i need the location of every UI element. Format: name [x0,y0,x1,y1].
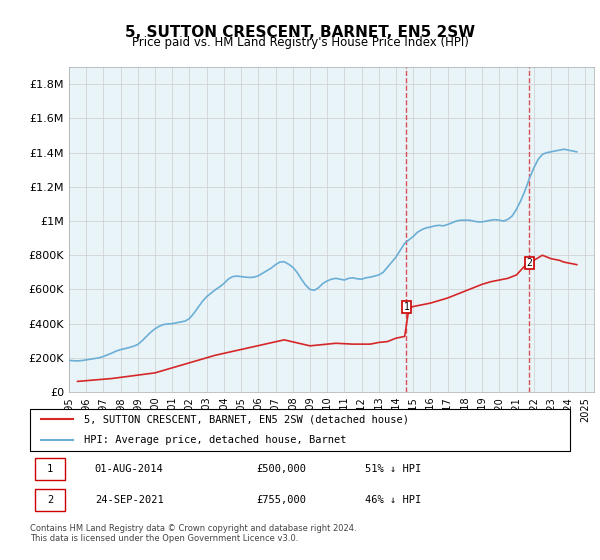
FancyBboxPatch shape [35,489,65,511]
Text: 01-AUG-2014: 01-AUG-2014 [95,464,164,474]
FancyBboxPatch shape [30,409,570,451]
FancyBboxPatch shape [402,301,410,312]
Text: HPI: Average price, detached house, Barnet: HPI: Average price, detached house, Barn… [84,435,347,445]
Text: £755,000: £755,000 [257,495,307,505]
Text: 46% ↓ HPI: 46% ↓ HPI [365,495,421,505]
Text: 5, SUTTON CRESCENT, BARNET, EN5 2SW: 5, SUTTON CRESCENT, BARNET, EN5 2SW [125,25,475,40]
Text: 2: 2 [47,495,53,505]
Text: Contains HM Land Registry data © Crown copyright and database right 2024.
This d: Contains HM Land Registry data © Crown c… [30,524,356,543]
Text: 1: 1 [47,464,53,474]
Text: Price paid vs. HM Land Registry's House Price Index (HPI): Price paid vs. HM Land Registry's House … [131,36,469,49]
FancyBboxPatch shape [35,458,65,480]
FancyBboxPatch shape [525,257,534,269]
Text: 1: 1 [403,301,409,311]
Text: 5, SUTTON CRESCENT, BARNET, EN5 2SW (detached house): 5, SUTTON CRESCENT, BARNET, EN5 2SW (det… [84,414,409,424]
Text: 24-SEP-2021: 24-SEP-2021 [95,495,164,505]
Text: 2: 2 [527,258,532,268]
Text: 51% ↓ HPI: 51% ↓ HPI [365,464,421,474]
Text: £500,000: £500,000 [257,464,307,474]
